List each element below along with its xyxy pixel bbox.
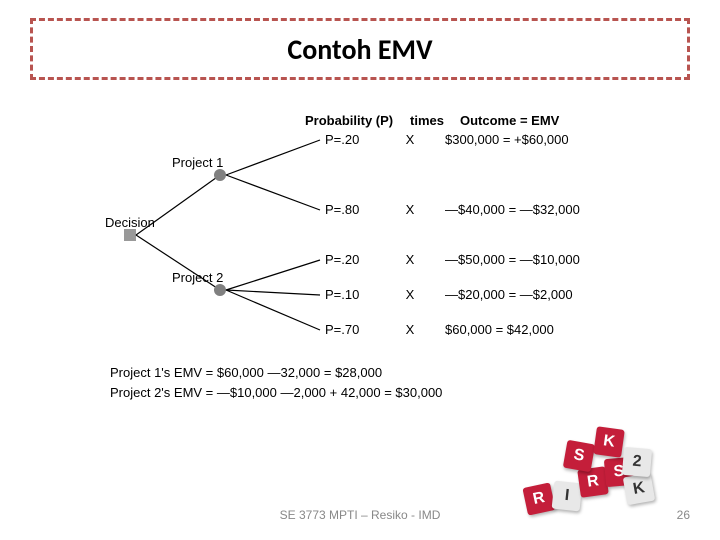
prob-label: P=.80 (325, 202, 359, 217)
risk-cube: R (522, 482, 555, 515)
risk-cube: K (593, 426, 625, 458)
summary-2: Project 2's EMV = —$10,000 —2,000 + 42,0… (110, 385, 442, 400)
outcome-label: —$40,000 = —$32,000 (445, 202, 580, 217)
prob-label: P=.70 (325, 322, 359, 337)
times-x: X (400, 252, 420, 267)
emv-diagram: Probability (P) times Outcome = EMV Deci… (110, 105, 610, 445)
page-title: Contoh EMV (287, 32, 432, 67)
times-x: X (400, 132, 420, 147)
times-x: X (400, 287, 420, 302)
times-x: X (400, 202, 420, 217)
page-number: 26 (677, 508, 690, 522)
risk-cube: K (623, 473, 655, 505)
risk-cube: I (552, 481, 583, 512)
outcome-label: —$20,000 = —$2,000 (445, 287, 573, 302)
outcome-label: $60,000 = $42,000 (445, 322, 554, 337)
prob-label: P=.10 (325, 287, 359, 302)
outcome-label: $300,000 = +$60,000 (445, 132, 569, 147)
footer: SE 3773 MPTI – Resiko - IMD (280, 508, 441, 522)
times-x: X (400, 322, 420, 337)
risk-cubes-deco: RIRSSKK2 (525, 420, 665, 530)
decision-label: Decision (105, 215, 155, 230)
risk-cube: S (563, 440, 595, 472)
project1-label: Project 1 (172, 155, 223, 170)
risk-cube: 2 (622, 447, 652, 477)
outcome-label: —$50,000 = —$10,000 (445, 252, 580, 267)
prob-label: P=.20 (325, 132, 359, 147)
summary-1: Project 1's EMV = $60,000 —32,000 = $28,… (110, 365, 382, 380)
title-box: Contoh EMV (30, 18, 690, 80)
prob-label: P=.20 (325, 252, 359, 267)
project2-label: Project 2 (172, 270, 223, 285)
